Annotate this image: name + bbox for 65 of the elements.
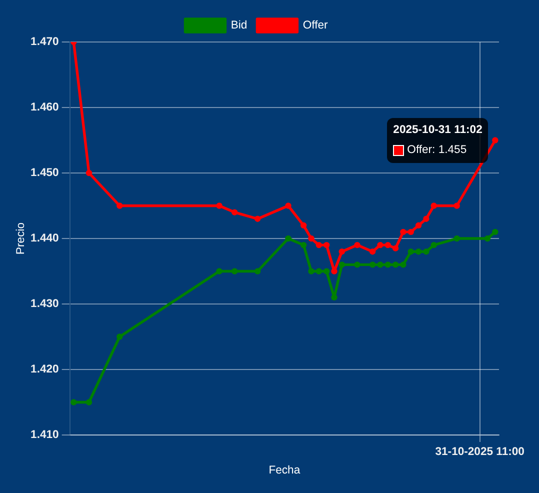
y-tick-label: 1.420	[30, 364, 59, 376]
point	[86, 399, 92, 406]
point	[308, 268, 314, 274]
point	[300, 242, 307, 248]
point	[423, 216, 430, 222]
point	[116, 202, 123, 209]
point	[400, 228, 406, 236]
point	[369, 248, 376, 255]
legend-label: Offer	[302, 20, 328, 32]
y-tick-label: 1.460	[30, 102, 59, 114]
point	[232, 268, 238, 274]
point	[354, 262, 360, 268]
x-axis-title: Fecha	[268, 464, 301, 476]
point	[400, 262, 406, 268]
annotation: Offer: 1.455	[407, 144, 467, 157]
point	[86, 170, 92, 176]
point	[331, 294, 338, 301]
y-tick-label: 1.450	[30, 167, 59, 180]
point	[392, 262, 399, 268]
y-tick-label: 1.440	[30, 232, 59, 245]
point	[384, 262, 391, 268]
point	[216, 268, 222, 274]
point	[384, 242, 391, 248]
point	[415, 222, 422, 228]
point	[308, 235, 314, 242]
point	[285, 202, 292, 209]
point	[430, 242, 437, 248]
point	[316, 268, 322, 274]
point	[377, 262, 384, 268]
point	[232, 209, 238, 216]
point	[492, 137, 498, 144]
y-axis-title: Precio	[14, 222, 27, 255]
point	[300, 222, 307, 228]
point	[369, 262, 376, 268]
point	[423, 248, 430, 255]
point	[254, 216, 261, 222]
point	[70, 399, 77, 406]
point	[377, 242, 384, 248]
y-tick-label: 1.470	[30, 36, 59, 48]
point	[454, 202, 460, 209]
point	[323, 242, 330, 248]
point	[285, 235, 292, 242]
y-tick-label: 1.430	[30, 298, 59, 310]
point	[338, 262, 345, 268]
point	[354, 242, 360, 248]
point	[430, 202, 437, 209]
point	[331, 268, 338, 274]
point	[408, 228, 414, 236]
point	[392, 245, 399, 252]
point	[454, 235, 460, 242]
legend-label: Bid	[230, 20, 248, 32]
point	[415, 248, 422, 255]
point	[323, 268, 330, 274]
point	[484, 235, 491, 242]
point	[408, 248, 414, 255]
point	[254, 268, 261, 274]
x-tick-label: 31-10-2025 11:00	[435, 446, 524, 458]
point	[116, 334, 123, 340]
tooltip: 2025-10-31 11:02 Offer: 1.455	[387, 118, 488, 163]
point	[216, 202, 222, 209]
y-tick-label: 1.410	[30, 429, 59, 442]
point	[492, 228, 498, 236]
point	[338, 248, 345, 255]
annotation: 2025-10-31 11:02	[393, 124, 482, 137]
point	[316, 242, 322, 248]
